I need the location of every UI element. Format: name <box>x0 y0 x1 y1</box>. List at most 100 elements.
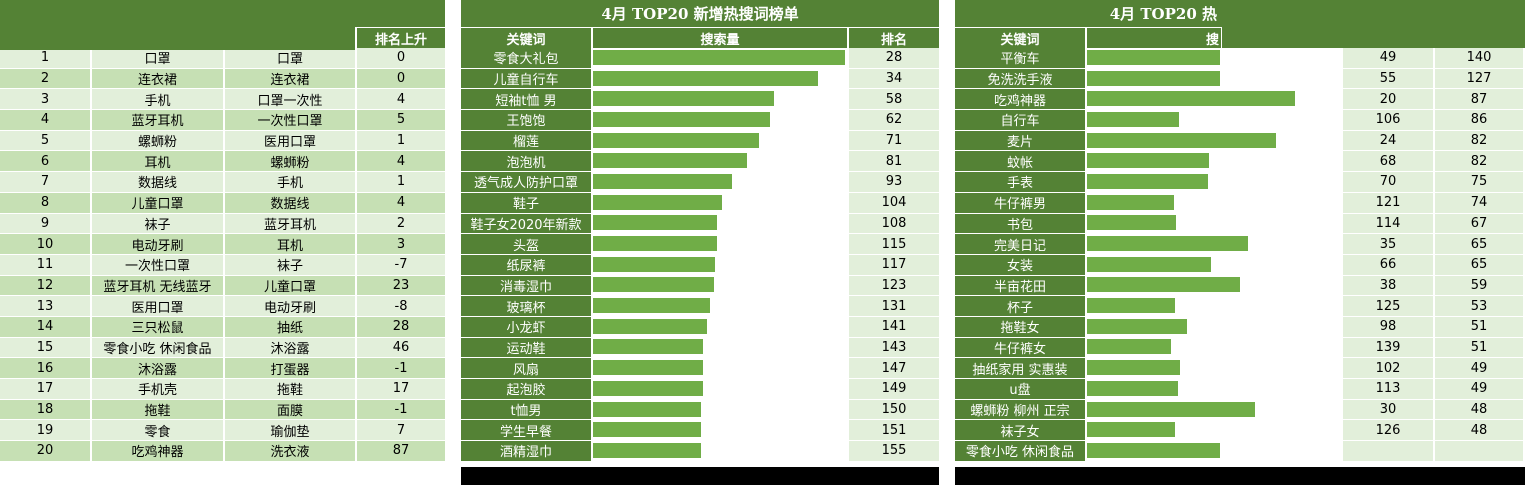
keyword-label: 消毒湿巾 <box>461 275 593 297</box>
keyword-label: 手表 <box>955 172 1087 193</box>
keyword-cell-a: 螺蛳粉 <box>92 130 225 152</box>
bar-cell <box>593 275 849 297</box>
keyword-label: 起泡胶 <box>461 379 593 400</box>
keyword-cell-b: 瑜伽垫 <box>225 420 357 442</box>
table-row: u盘 113 49 <box>955 379 1525 400</box>
value-a: 125 <box>1343 296 1435 317</box>
rank-value: 58 <box>849 89 939 111</box>
search-volume-bar <box>1087 173 1210 190</box>
header-search-volume: 搜索量 <box>593 28 849 48</box>
table-row: 吃鸡神器 20 87 <box>955 89 1525 111</box>
header-change: 排名上升 <box>357 28 445 48</box>
search-volume-bar <box>593 111 772 128</box>
bar-cell <box>1087 358 1343 379</box>
search-volume-bar <box>593 277 716 294</box>
search-volume-bar <box>1087 49 1222 66</box>
search-volume-bar <box>1087 339 1173 356</box>
value-b: 67 <box>1435 213 1523 235</box>
table-row: 王饱饱 62 <box>461 110 939 131</box>
change-cell: 3 <box>357 234 445 255</box>
bar-cell <box>1087 441 1343 462</box>
search-volume-bar <box>1087 360 1182 377</box>
value-b: 82 <box>1435 151 1523 173</box>
keyword-label: 平衡车 <box>955 48 1087 69</box>
keyword-cell-b: 口罩一次性 <box>225 89 357 111</box>
search-volume-bar <box>1087 380 1180 397</box>
keyword-label: 小龙虾 <box>461 316 593 338</box>
value-a: 102 <box>1343 358 1435 379</box>
change-cell: 87 <box>357 441 445 462</box>
rank-cell: 5 <box>0 130 92 152</box>
table-row: 6 耳机 螺蛳粉 4 <box>0 151 445 173</box>
rank-cell: 16 <box>0 358 92 379</box>
bar-cell <box>593 358 849 379</box>
keyword-cell-b: 抽纸 <box>225 316 357 338</box>
table-row: 15 零食小吃 休闲食品 沐浴露 46 <box>0 337 445 359</box>
rank-value: 149 <box>849 379 939 400</box>
rank-value: 147 <box>849 358 939 379</box>
table-row: 学生早餐 151 <box>461 420 939 442</box>
search-volume-bar <box>1087 256 1213 273</box>
search-volume-bar <box>1087 111 1181 128</box>
change-cell: 4 <box>357 89 445 111</box>
table-row: 12 蓝牙耳机 无线蓝牙 儿童口罩 23 <box>0 275 445 297</box>
value-b: 74 <box>1435 192 1523 214</box>
keyword-cell-a: 连衣裙 <box>92 68 225 90</box>
keyword-label: 自行车 <box>955 110 1087 131</box>
keyword-cell-a: 医用口罩 <box>92 296 225 317</box>
search-volume-bar <box>1087 236 1250 253</box>
bar-cell <box>1087 172 1343 193</box>
rank-cell: 1 <box>0 48 92 69</box>
search-volume-bar <box>593 194 724 211</box>
value-b: 87 <box>1435 89 1523 111</box>
panel3-header-cover <box>1222 0 1525 48</box>
keyword-label: 书包 <box>955 213 1087 235</box>
keyword-label: 牛仔裤女 <box>955 337 1087 359</box>
bar-cell <box>593 399 849 421</box>
bar-cell <box>1087 213 1343 235</box>
keyword-cell-a: 拖鞋 <box>92 399 225 421</box>
search-volume-bar <box>1087 401 1257 418</box>
keyword-cell-b: 耳机 <box>225 234 357 255</box>
rank-value: 115 <box>849 234 939 255</box>
panel2-title: 4月 TOP20 新增热搜词榜单 <box>461 0 939 28</box>
value-b: 65 <box>1435 254 1523 276</box>
table-row: 手表 70 75 <box>955 172 1525 193</box>
rank-value: 81 <box>849 151 939 173</box>
change-cell: 4 <box>357 151 445 173</box>
value-b: 82 <box>1435 130 1523 152</box>
table-row: 消毒湿巾 123 <box>461 275 939 297</box>
value-a: 38 <box>1343 275 1435 297</box>
table-row: 纸尿裤 117 <box>461 254 939 276</box>
header-keyword: 关键词 <box>955 28 1087 48</box>
search-volume-bar <box>593 422 703 439</box>
panel-new-hot-keywords: 4月 TOP20 新增热搜词榜单 关键词 搜索量 排名 零食大礼包 28 儿童自行车… <box>461 0 939 462</box>
bar-cell <box>593 337 849 359</box>
search-volume-bar <box>1087 215 1178 232</box>
rank-value: 151 <box>849 420 939 442</box>
search-volume-bar <box>1087 132 1278 149</box>
change-cell: 28 <box>357 316 445 338</box>
keyword-cell-b: 蓝牙耳机 <box>225 213 357 235</box>
rank-cell: 20 <box>0 441 92 462</box>
search-volume-bar <box>593 380 705 397</box>
value-a: 66 <box>1343 254 1435 276</box>
table-row: 4 蓝牙耳机 一次性口罩 5 <box>0 110 445 131</box>
rank-value: 141 <box>849 316 939 338</box>
keyword-label: 王饱饱 <box>461 110 593 131</box>
bar-cell <box>593 441 849 462</box>
value-a: 114 <box>1343 213 1435 235</box>
keyword-cell-a: 口罩 <box>92 48 225 69</box>
bar-cell <box>1087 379 1343 400</box>
bar-cell <box>593 213 849 235</box>
panel3-header: 关键词 搜 <box>955 28 1525 48</box>
keyword-cell-b: 儿童口罩 <box>225 275 357 297</box>
table-row: 7 数据线 手机 1 <box>0 172 445 193</box>
keyword-label: 酒精湿巾 <box>461 441 593 462</box>
keyword-cell-a: 零食小吃 休闲食品 <box>92 337 225 359</box>
bar-cell <box>593 420 849 442</box>
change-cell: -8 <box>357 296 445 317</box>
value-b: 65 <box>1435 234 1523 255</box>
rank-value: 28 <box>849 48 939 69</box>
panel-hot-keywords: 4月 TOP20 热 关键词 搜 平衡车 49 140 免洗洗手液 55 127 吃鸡神器 2… <box>955 0 1525 462</box>
